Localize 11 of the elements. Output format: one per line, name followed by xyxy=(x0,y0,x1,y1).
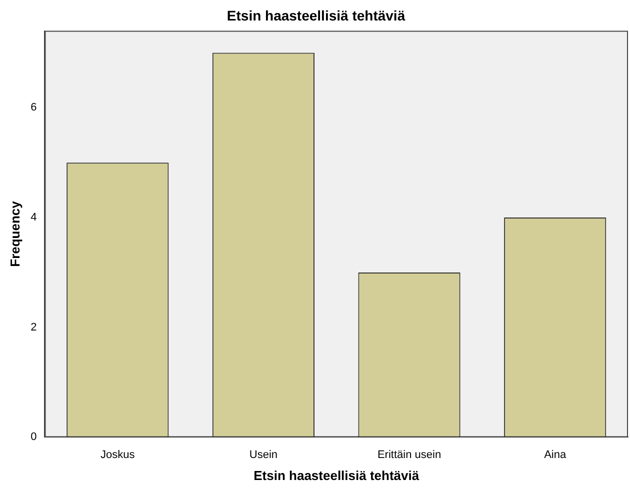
x-axis-title: Etsin haasteellisiä tehtäviä xyxy=(254,468,420,483)
y-tick-label: 0 xyxy=(30,431,37,444)
y-tick-label: 4 xyxy=(30,212,37,224)
x-tick-label: Aina xyxy=(544,448,567,461)
y-tick-label: 2 xyxy=(30,321,37,334)
x-tick-label: Usein xyxy=(249,448,278,461)
y-tick-label: 6 xyxy=(30,102,37,114)
chart-title: Etsin haasteellisiä tehtäviä xyxy=(226,7,406,24)
x-tick-label: Joskus xyxy=(100,448,136,461)
y-axis-title: Frequency xyxy=(7,200,22,267)
x-tick-label: Erittäin usein xyxy=(377,448,442,461)
